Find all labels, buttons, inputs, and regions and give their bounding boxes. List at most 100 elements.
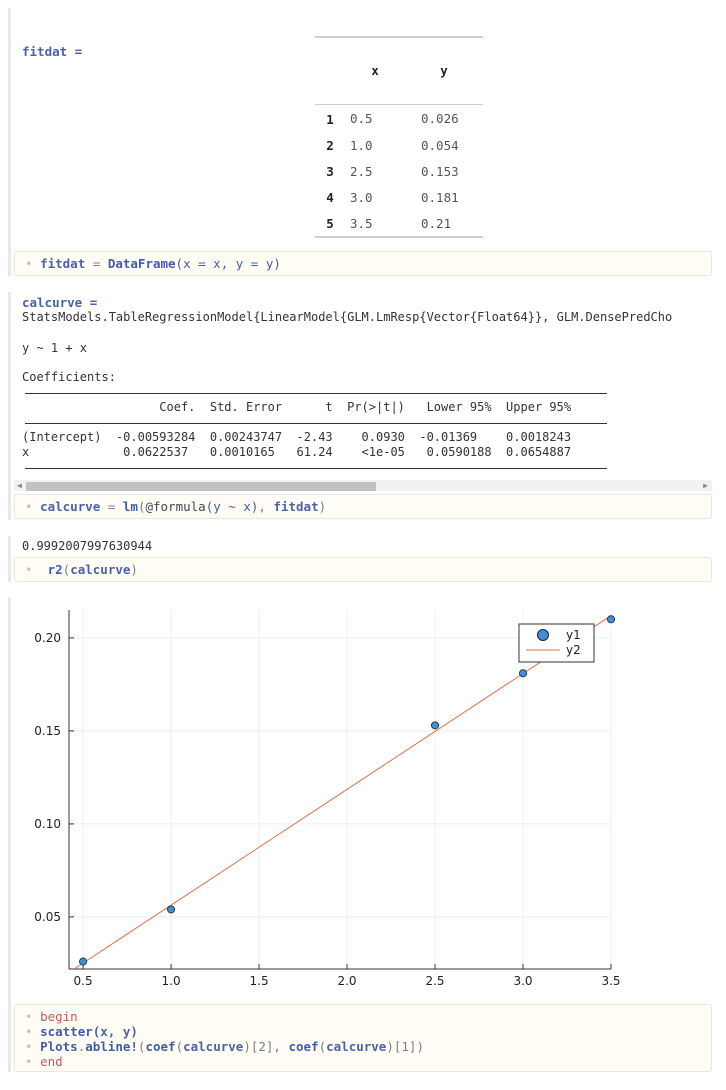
row-index: 4: [326, 189, 334, 205]
code-args: (x = x, y = y): [175, 256, 281, 271]
x-tick-label: 3.0: [513, 974, 532, 988]
cell-x: 1.0: [350, 137, 373, 153]
y-tick-label: 0.15: [34, 724, 61, 738]
code-fn: r2: [47, 562, 63, 577]
code-formula-args: (y ~ x): [205, 499, 259, 514]
code-editor[interactable]: • calcurve = lm(@formula(y ~ x), fitdat): [14, 494, 712, 519]
table-row: 5 3.5 0.21: [315, 210, 483, 236]
cell-y: 0.153: [421, 163, 459, 179]
code-op: =: [107, 499, 116, 514]
x-tick-label: 1.0: [162, 974, 181, 988]
table-top-rule: [315, 36, 483, 38]
cell-x: 3.5: [350, 215, 373, 231]
cell-y: 0.054: [421, 137, 459, 153]
table-row: 2 1.0 0.054: [315, 132, 483, 158]
y-tick-label: 0.20: [34, 631, 61, 645]
code-arg: calcurve: [70, 562, 131, 577]
bullet-icon: •: [25, 1039, 33, 1054]
coef-table-top-rule: [25, 393, 607, 394]
r2-output: 0.9992007997630944: [22, 539, 153, 553]
regression-line: [73, 615, 612, 970]
cell-calcurve: calcurve = StatsModels.TableRegressionMo…: [8, 292, 712, 520]
scroll-right-icon[interactable]: ▶: [703, 481, 708, 490]
bullet-icon: •: [25, 562, 33, 577]
coef-table-header: Coef. Std. Error t Pr(>|t|) Lower 95% Up…: [22, 400, 572, 414]
cell-y: 0.21: [421, 215, 452, 231]
code-index: [2]: [250, 1039, 274, 1054]
code-index: [1]: [393, 1039, 417, 1054]
legend-marker-y1: [537, 629, 549, 641]
x-tick-label: 0.5: [74, 974, 93, 988]
legend-label-y2: y2: [566, 643, 581, 657]
bullet-icon: •: [25, 499, 33, 514]
code-keyword: begin: [40, 1009, 78, 1024]
code-args: (x, y): [92, 1024, 138, 1039]
table-row: 1 0.5 0.026: [315, 104, 483, 132]
cell-plot: 0.5 1.0 1.5 2.0 2.5 3.0 3.5 0.05 0.10 0.15 0.20 y1…: [8, 598, 712, 1072]
code-fn: abline!: [85, 1039, 138, 1054]
code-fn: scatter: [40, 1024, 93, 1039]
x-tick-label: 3.5: [601, 974, 620, 988]
code-editor[interactable]: • r2(calcurve): [14, 557, 712, 582]
cell-fitdat: fitdat = x y 1 0.5 0.026 2 1.0 0.054 3: [8, 8, 712, 276]
scrollbar-thumb[interactable]: [26, 482, 376, 491]
code-var: calcurve: [40, 499, 101, 514]
row-index: 2: [326, 137, 334, 153]
coefficients-heading: Coefficients:: [22, 370, 116, 384]
data-point: [167, 905, 176, 914]
bullet-icon: •: [25, 256, 33, 271]
bullet-icon: •: [25, 1009, 33, 1024]
scroll-left-icon[interactable]: ◀: [17, 481, 22, 490]
cell-y: 0.026: [421, 110, 459, 126]
data-point: [519, 669, 528, 678]
table-header-rule: [315, 104, 483, 105]
legend-box: [518, 623, 595, 663]
table-bottom-rule: [315, 236, 483, 238]
coef-table-bottom-rule: [25, 468, 607, 469]
legend-label-y1: y1: [566, 628, 581, 642]
output-label: calcurve =: [22, 295, 98, 310]
horizontal-scrollbar[interactable]: ◀ ▶: [14, 480, 712, 491]
row-index: 1: [326, 111, 334, 127]
table-header-y: y: [440, 62, 448, 78]
coef-row-intercept: (Intercept) -0.00593284 0.00243747 -2.43…: [22, 430, 572, 444]
scatter-plot: 0.5 1.0 1.5 2.0 2.5 3.0 3.5 0.05 0.10 0.15 0.20 y1…: [34, 610, 621, 988]
code-editor[interactable]: • fitdat = DataFrame(x = x, y = y): [14, 251, 712, 276]
bullet-icon: •: [25, 1054, 33, 1069]
output-label: fitdat =: [22, 44, 83, 59]
dataframe-table: x y 1 0.5 0.026 2 1.0 0.054 3 2.5 0.153 …: [315, 36, 483, 236]
code-fn: coef: [288, 1039, 319, 1054]
model-type-text: StatsModels.TableRegressionModel{LinearM…: [22, 310, 673, 324]
cell-r2: 0.9992007997630944 • r2(calcurve): [8, 536, 712, 582]
cell-x: 0.5: [350, 110, 373, 126]
data-point: [607, 615, 616, 624]
table-row: 4 3.0 0.181: [315, 184, 483, 210]
code-fn: coef: [145, 1039, 176, 1054]
data-point: [431, 721, 440, 730]
table-header-index: [315, 36, 345, 104]
code-data-arg: fitdat: [273, 499, 319, 514]
code-fn: DataFrame: [107, 256, 176, 271]
model-output: calcurve = StatsModels.TableRegressionMo…: [22, 295, 712, 385]
data-point: [79, 957, 88, 966]
code-arg: calcurve: [326, 1039, 387, 1054]
coef-table-header-rule: [25, 423, 607, 424]
code-module: Plots: [40, 1039, 78, 1054]
row-index: 3: [326, 163, 334, 179]
code-arg: calcurve: [183, 1039, 244, 1054]
cell-x: 2.5: [350, 163, 373, 179]
y-tick-label: 0.10: [34, 817, 61, 831]
code-editor[interactable]: • begin • scatter(x, y) • Plots.abline!(…: [14, 1004, 712, 1072]
cell-y: 0.181: [421, 189, 459, 205]
code-macro: @formula: [145, 499, 206, 514]
code-op: =: [92, 256, 101, 271]
code-keyword: end: [40, 1054, 63, 1069]
formula-text: y ~ 1 + x: [22, 341, 88, 355]
x-tick-label: 2.0: [337, 974, 356, 988]
cell-x: 3.0: [350, 189, 373, 205]
code-fn: lm: [122, 499, 138, 514]
row-index: 5: [326, 215, 334, 231]
table-header-x: x: [371, 62, 379, 78]
x-tick-label: 1.5: [250, 974, 269, 988]
x-tick-label: 2.5: [425, 974, 444, 988]
